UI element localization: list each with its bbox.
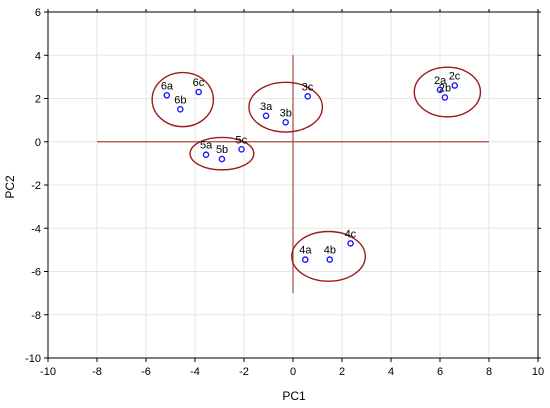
y-tick-labels: -10 -8 -6 -4 -2 0 2 4 6 xyxy=(25,7,41,365)
point-marker xyxy=(163,91,171,99)
point-2b: 2b xyxy=(439,82,451,101)
point-label: 5c xyxy=(236,134,248,146)
point-4c: 4c xyxy=(345,228,357,247)
point-6c: 6c xyxy=(193,77,205,96)
point-label: 4b xyxy=(324,245,336,257)
point-label: 6c xyxy=(193,77,205,89)
cluster-ellipse-3 xyxy=(248,81,324,133)
y-tick-label: 0 xyxy=(35,137,41,149)
point-label: 5a xyxy=(200,140,213,152)
y-tick-label: -8 xyxy=(31,310,41,322)
y-tick-label: 6 xyxy=(35,7,41,19)
x-tick-label: -6 xyxy=(141,366,151,378)
point-4b: 4b xyxy=(324,245,336,263)
point-label: 3c xyxy=(302,81,314,93)
point-label: 6a xyxy=(161,80,174,92)
y-tick-label: -4 xyxy=(31,223,41,235)
point-label: 4c xyxy=(345,228,357,240)
point-label: 3a xyxy=(260,101,273,113)
point-5a: 5a xyxy=(200,140,213,159)
point-label: 2c xyxy=(449,71,461,83)
point-6a: 6a xyxy=(161,80,174,99)
x-tick-label: 4 xyxy=(388,366,394,378)
y-tick-label: -6 xyxy=(31,267,41,279)
x-tick-label: -4 xyxy=(190,366,200,378)
point-marker xyxy=(176,106,184,113)
cluster-ellipse-4 xyxy=(291,230,366,282)
point-marker xyxy=(301,256,309,263)
x-axis-label: PC1 xyxy=(282,389,306,403)
plot-frame xyxy=(44,9,541,362)
x-tick-label: 6 xyxy=(437,366,443,378)
point-5c: 5c xyxy=(236,134,248,153)
point-marker xyxy=(451,82,459,89)
point-marker xyxy=(326,256,334,263)
point-2c: 2c xyxy=(449,71,461,89)
cluster-ellipse-5 xyxy=(189,136,255,171)
point-3b: 3b xyxy=(280,107,292,126)
point-5b: 5b xyxy=(216,144,228,163)
y-tick-label: 2 xyxy=(35,94,41,106)
cluster-ellipse-2 xyxy=(413,66,482,118)
cluster-ellipse-6 xyxy=(151,71,215,128)
x-tick-labels: -10 -8 -6 -4 -2 0 2 4 6 8 10 xyxy=(40,366,544,378)
x-tick-label: 2 xyxy=(339,366,345,378)
point-6b: 6b xyxy=(174,94,187,113)
point-marker xyxy=(441,94,449,101)
point-marker xyxy=(282,118,289,126)
point-3c: 3c xyxy=(302,81,314,100)
y-tick-label: -2 xyxy=(31,180,41,192)
point-label: 2a xyxy=(434,75,447,87)
point-label: 4a xyxy=(299,245,312,257)
point-marker xyxy=(262,112,270,120)
point-marker xyxy=(195,88,202,96)
y-axis-label: PC2 xyxy=(3,175,17,199)
point-marker xyxy=(347,240,354,247)
point-3a: 3a xyxy=(260,101,273,120)
point-label: 6b xyxy=(174,94,186,106)
point-marker xyxy=(218,155,226,163)
point-marker xyxy=(304,93,312,100)
x-tick-label: -8 xyxy=(92,366,102,378)
y-tick-label: -10 xyxy=(25,353,41,365)
x-tick-label: -2 xyxy=(239,366,249,378)
cluster-ellipses xyxy=(151,66,482,282)
y-tick-label: 4 xyxy=(35,50,41,62)
origin-crosshair xyxy=(97,55,489,294)
x-tick-label: 8 xyxy=(486,366,492,378)
point-label: 5b xyxy=(216,144,228,156)
x-tick-label: 10 xyxy=(532,366,544,378)
point-label: 3b xyxy=(280,107,292,119)
point-2a: 2a xyxy=(434,75,447,94)
x-tick-label: -10 xyxy=(40,366,56,378)
point-label: 2b xyxy=(439,82,451,94)
point-marker xyxy=(202,151,210,159)
point-marker xyxy=(436,86,444,94)
x-tick-label: 0 xyxy=(290,366,296,378)
point-marker xyxy=(238,146,245,153)
point-4a: 4a xyxy=(299,245,312,263)
